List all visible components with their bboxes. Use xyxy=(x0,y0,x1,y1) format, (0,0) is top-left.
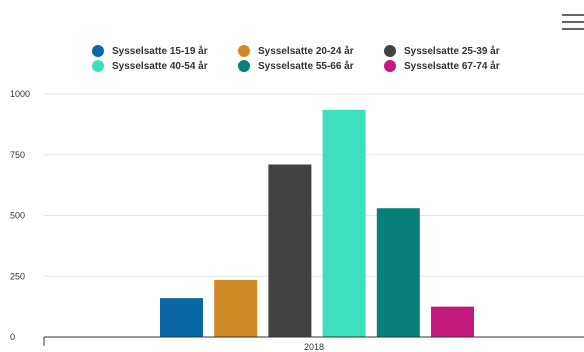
gridlines xyxy=(44,93,584,277)
legend-item-25-39[interactable]: Sysselsatte 25-39 år xyxy=(384,44,530,58)
y-tick-label: 0 xyxy=(10,332,15,342)
bar-series-5[interactable] xyxy=(376,208,420,337)
legend-marker-55-66 xyxy=(238,60,250,72)
legend-marker-67-74 xyxy=(384,60,396,72)
menu-bar xyxy=(562,14,584,16)
y-tick-label: 250 xyxy=(10,271,25,281)
legend-item-15-19[interactable]: Sysselsatte 15-19 år xyxy=(92,44,238,58)
legend-marker-15-19 xyxy=(92,45,104,57)
y-tick-label: 1000 xyxy=(10,89,30,99)
y-tick-label: 750 xyxy=(10,150,25,160)
legend-label-25-39: Sysselsatte 25-39 år xyxy=(404,45,500,57)
legend-label-55-66: Sysselsatte 55-66 år xyxy=(258,60,354,72)
legend-item-67-74[interactable]: Sysselsatte 67-74 år xyxy=(384,59,530,73)
bars xyxy=(160,109,474,337)
bar-series-2[interactable] xyxy=(214,279,258,337)
legend: Sysselsatte 15-19 år Sysselsatte 20-24 å… xyxy=(92,44,532,73)
legend-label-40-54: Sysselsatte 40-54 år xyxy=(112,60,208,72)
legend-item-20-24[interactable]: Sysselsatte 20-24 år xyxy=(238,44,384,58)
legend-label-20-24: Sysselsatte 20-24 år xyxy=(258,45,354,57)
y-axis-tick-labels: 0 250 500 750 1000 xyxy=(10,89,30,342)
hamburger-menu-icon[interactable] xyxy=(562,14,584,30)
legend-item-55-66[interactable]: Sysselsatte 55-66 år xyxy=(238,59,384,73)
legend-marker-25-39 xyxy=(384,45,396,57)
bar-series-3[interactable] xyxy=(268,164,312,337)
legend-label-15-19: Sysselsatte 15-19 år xyxy=(112,45,208,57)
menu-bar xyxy=(562,21,584,23)
legend-item-40-54[interactable]: Sysselsatte 40-54 år xyxy=(92,59,238,73)
legend-marker-40-54 xyxy=(92,60,104,72)
menu-bar xyxy=(562,28,584,30)
bar-series-4[interactable] xyxy=(322,109,366,337)
bar-series-6[interactable] xyxy=(431,306,474,337)
x-tick-label: 2018 xyxy=(304,342,324,352)
legend-marker-20-24 xyxy=(238,45,250,57)
bar-series-1[interactable] xyxy=(160,298,203,337)
legend-label-67-74: Sysselsatte 67-74 år xyxy=(404,60,500,72)
y-tick-label: 500 xyxy=(10,211,25,221)
